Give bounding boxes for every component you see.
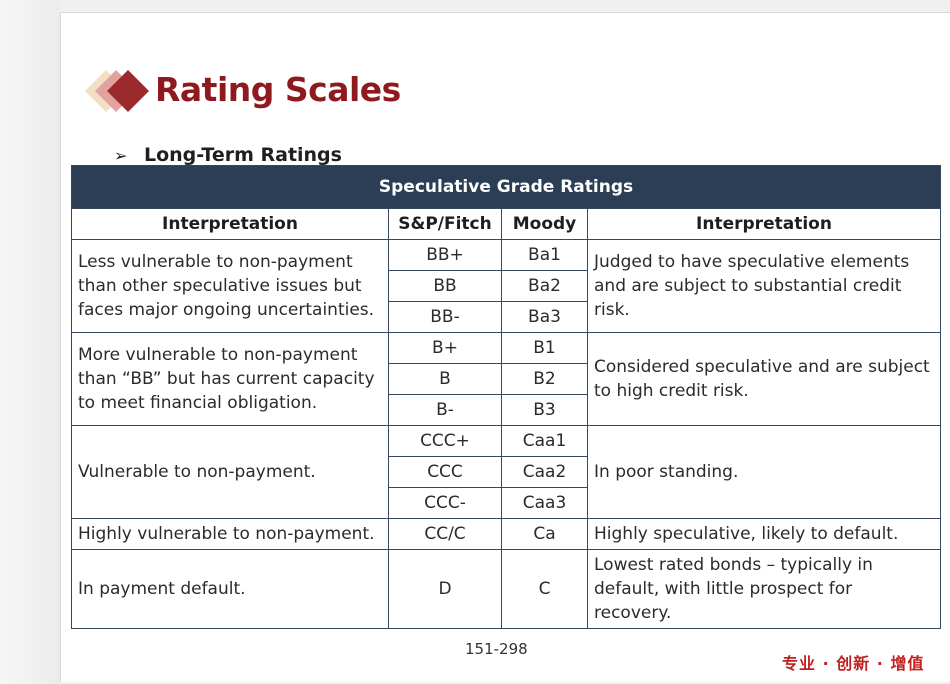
page-margin xyxy=(0,0,60,684)
table-row: B- B3 xyxy=(72,394,941,426)
diamond-logo-icon xyxy=(85,70,149,112)
ratings-table: Speculative Grade Ratings Interpretation… xyxy=(71,165,941,629)
subheading: ➢ Long-Term Ratings xyxy=(114,143,342,166)
interpretation-left-cell: Highly vulnerable to non-payment. xyxy=(71,518,389,550)
table-row: Less vulnerable to non-payment than othe… xyxy=(71,239,941,333)
moody-cell: Caa3 xyxy=(501,487,588,519)
interpretation-left-cell: Vulnerable to non-payment. xyxy=(71,425,389,519)
table-row: B B2 xyxy=(72,363,941,395)
sp-fitch-cell: CCC+ xyxy=(388,425,502,457)
moody-cell: Ba2 xyxy=(501,270,588,302)
band-title: Speculative Grade Ratings xyxy=(71,165,941,209)
sp-fitch-cell: B+ xyxy=(388,332,502,364)
table-band-row: Speculative Grade Ratings xyxy=(71,165,941,209)
table-row: Highly vulnerable to non-payment. CC/C C… xyxy=(71,518,941,550)
interpretation-right-cell: Highly speculative, likely to default. xyxy=(587,518,941,550)
moody-cell: B1 xyxy=(501,332,588,364)
moody-cell: Ca xyxy=(501,518,588,550)
header-interpretation-left: Interpretation xyxy=(71,208,389,240)
table-row: BB- Ba3 xyxy=(72,301,941,333)
table-row: More vulnerable to non-payment than “BB”… xyxy=(71,332,941,426)
header-moody: Moody xyxy=(501,208,588,240)
table-header-row: Interpretation S&P/Fitch Moody Interpret… xyxy=(71,208,941,240)
page-title: Rating Scales xyxy=(155,70,401,109)
sp-fitch-cell: D xyxy=(388,549,502,629)
moody-cell: B2 xyxy=(501,363,588,395)
sp-fitch-cell: CCC xyxy=(388,456,502,488)
moody-cell: Caa1 xyxy=(501,425,588,457)
interpretation-left-cell: Less vulnerable to non-payment than othe… xyxy=(71,239,389,333)
interpretation-left-cell: More vulnerable to non-payment than “BB”… xyxy=(71,332,389,426)
sp-fitch-cell: B- xyxy=(388,394,502,426)
interpretation-left-cell: In payment default. xyxy=(71,549,389,629)
interpretation-right-cell: In poor standing. xyxy=(587,425,941,519)
sp-fitch-cell: BB xyxy=(388,270,502,302)
sp-fitch-cell: BB- xyxy=(388,301,502,333)
sp-fitch-cell: CC/C xyxy=(388,518,502,550)
subheading-text: Long-Term Ratings xyxy=(144,144,342,166)
header-sp-fitch: S&P/Fitch xyxy=(388,208,502,240)
sp-fitch-cell: B xyxy=(388,363,502,395)
sp-fitch-cell: CCC- xyxy=(388,487,502,519)
table-row: CCC- Caa3 xyxy=(72,487,941,519)
moody-cell: Ba1 xyxy=(501,239,588,271)
footer-slogan: 专业 · 创新 · 增值 xyxy=(782,654,925,673)
interpretation-right-cell: Considered speculative and are subject t… xyxy=(587,332,941,426)
arrow-bullet-icon: ➢ xyxy=(114,146,128,165)
page-number: 151-298 xyxy=(465,640,528,658)
table-row: Vulnerable to non-payment. CCC+ Caa1 In … xyxy=(71,425,941,519)
table-row: In payment default. D C Lowest rated bon… xyxy=(71,549,941,629)
interpretation-right-cell: Judged to have speculative elements and … xyxy=(587,239,941,333)
sp-fitch-cell: BB+ xyxy=(388,239,502,271)
interpretation-right-cell: Lowest rated bonds – typically in defaul… xyxy=(587,549,941,629)
moody-cell: Caa2 xyxy=(501,456,588,488)
moody-cell: Ba3 xyxy=(501,301,588,333)
moody-cell: B3 xyxy=(501,394,588,426)
moody-cell: C xyxy=(501,549,588,629)
header-interpretation-right: Interpretation xyxy=(587,208,941,240)
table-row: CCC Caa2 xyxy=(72,456,941,488)
